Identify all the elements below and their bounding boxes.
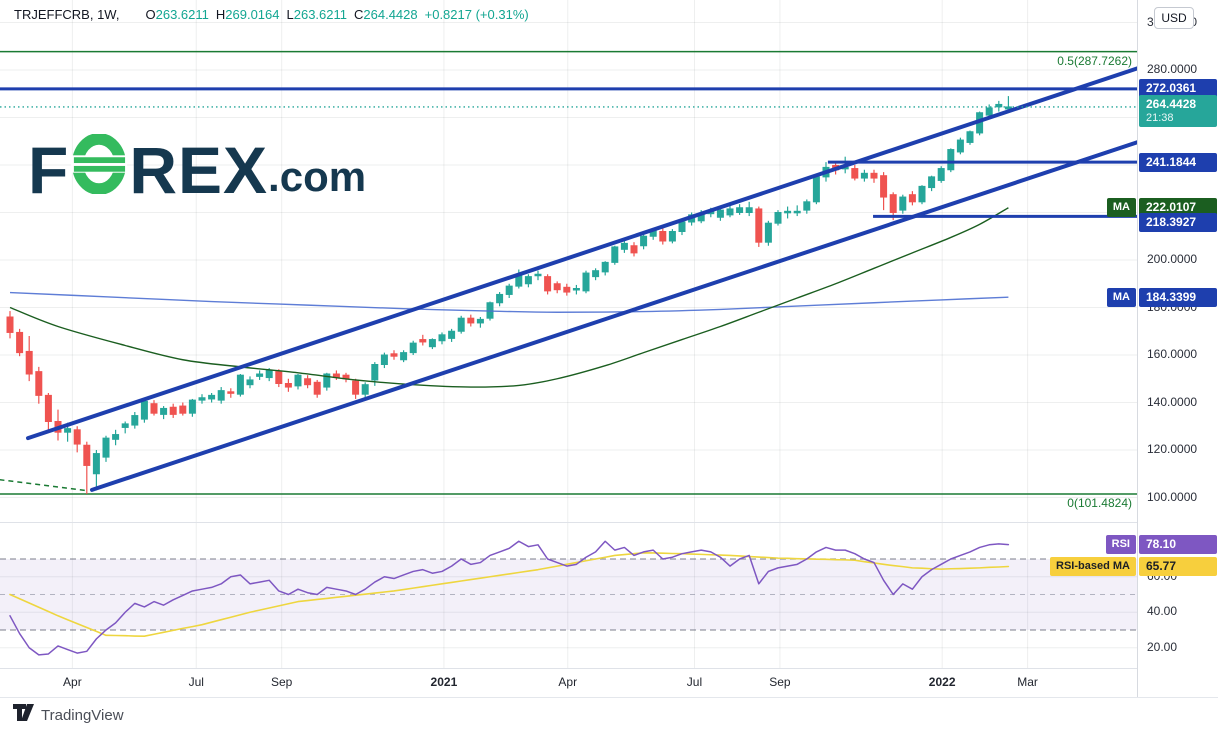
open-label: O — [145, 7, 156, 22]
grid-lines — [0, 0, 1138, 668]
time-tick-Apr: Apr — [63, 675, 82, 689]
time-tick-2021: 2021 — [430, 675, 458, 689]
symbol-legend: TRJEFFCRB, 1W, O263.6211 H269.0164 L263.621… — [14, 7, 529, 22]
watermark-text-com: .com — [268, 153, 367, 200]
low-value: 263.6211 — [293, 7, 347, 22]
ma-slow-chip: MA — [1106, 287, 1136, 307]
rsi-ma-value-badge: 65.77 — [1139, 557, 1217, 576]
high-label: H — [215, 7, 226, 22]
price-tick-120: 120.0000 — [1147, 442, 1198, 456]
rsi-ma-chip: RSI-based MA — [1050, 557, 1136, 576]
time-tick-Sep: Sep — [270, 675, 293, 689]
open-value: 263.6211 — [155, 7, 209, 22]
time-tick-2022: 2022 — [928, 675, 956, 689]
trend-channel — [26, 66, 1138, 492]
bottom-divider — [0, 697, 1218, 698]
level-272-badge: 272.0361 — [1139, 79, 1217, 99]
price-tick-100: 100.0000 — [1147, 489, 1198, 504]
fib-level-05-label: 0.5(287.7262) — [1057, 54, 1132, 68]
change-value: +0.8217 (+0.31%) — [424, 7, 529, 22]
tradingview-attribution[interactable]: TradingView — [13, 704, 124, 726]
ohlc-values: O263.6211 H269.0164 L263.6211 C264.4428 +0.8… — [145, 7, 528, 22]
time-tick-Apr: Apr — [558, 675, 578, 689]
price-tick-140: 140.0000 — [1147, 394, 1198, 409]
low-label: L — [286, 7, 294, 22]
moving-averages — [9, 207, 1009, 388]
close-label: C — [354, 7, 364, 22]
euro-o-icon — [69, 133, 130, 199]
rsi-lines — [9, 540, 1010, 656]
forex-com-watermark: F REX .com — [28, 133, 367, 207]
price-tick-200: 200.0000 — [1147, 252, 1198, 266]
rsi-chip: RSI — [1105, 535, 1136, 555]
rsi-value-badge: 78.10 — [1139, 535, 1217, 555]
candles-layer — [6, 96, 1012, 494]
price-scale[interactable]: USD 300.0000280.0000200.0000180.0000160.… — [1137, 0, 1218, 697]
fib-level-0-label: 0(101.4824) — [1067, 496, 1132, 510]
horizontal-levels — [0, 87, 1138, 218]
price-tick-280: 280.0000 — [1147, 62, 1198, 76]
ma-slow-badge: 184.3399 — [1139, 287, 1217, 307]
close-value: 264.4428 — [363, 7, 418, 22]
symbol-title[interactable]: TRJEFFCRB, 1W, — [14, 7, 120, 22]
high-value: 269.0164 — [225, 7, 280, 22]
time-tick-Jul: Jul — [188, 675, 204, 689]
tradingview-label: TradingView — [41, 706, 124, 724]
rsi-band — [0, 558, 1138, 631]
fib-retracement — [0, 50, 1138, 495]
rsi-tick-40: 40.00 — [1147, 604, 1178, 619]
ma-fast-badge: 222.0107 — [1139, 198, 1217, 218]
level-218-badge: 218.3927 — [1139, 212, 1217, 232]
rsi-tick-20: 20.00 — [1147, 639, 1178, 654]
current-price-badge: 264.4428 21:38 — [1139, 94, 1217, 127]
currency-badge[interactable]: USD — [1154, 7, 1194, 29]
time-tick-Sep: Sep — [769, 675, 791, 689]
time-tick-Mar: Mar — [1017, 675, 1038, 689]
level-241-badge: 241.1844 — [1139, 152, 1217, 172]
tradingview-logo-icon — [13, 704, 34, 726]
chart-canvas[interactable] — [0, 0, 1138, 697]
watermark-text-rex: REX — [129, 133, 269, 207]
watermark-text-f: F — [28, 133, 70, 207]
time-tick-Jul: Jul — [686, 675, 703, 689]
ma-fast-chip: MA — [1106, 198, 1136, 218]
price-tick-160: 160.0000 — [1147, 347, 1198, 361]
